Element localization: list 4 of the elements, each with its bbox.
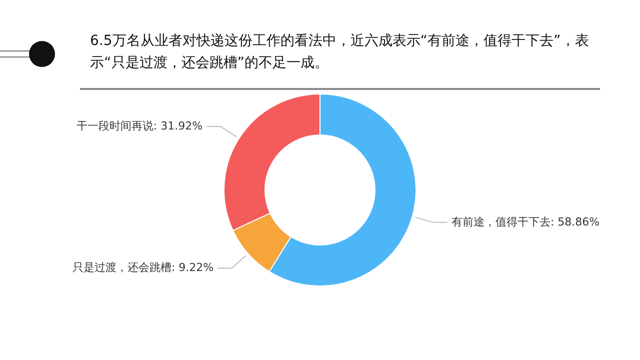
chart-title: 6.5万名从业者对快递这份工作的看法中，近六成表示“有前途，值得干下去”，表示“只是过渡，还会跳槽”的不足一成。 bbox=[90, 32, 590, 73]
slice-label: 有前途，值得干下去: 58.86% bbox=[451, 215, 600, 228]
slice-label: 干一段时间再说: 31.92% bbox=[76, 120, 203, 133]
slice-label: 只是过渡，还会跳槽: 9.22% bbox=[72, 261, 214, 274]
